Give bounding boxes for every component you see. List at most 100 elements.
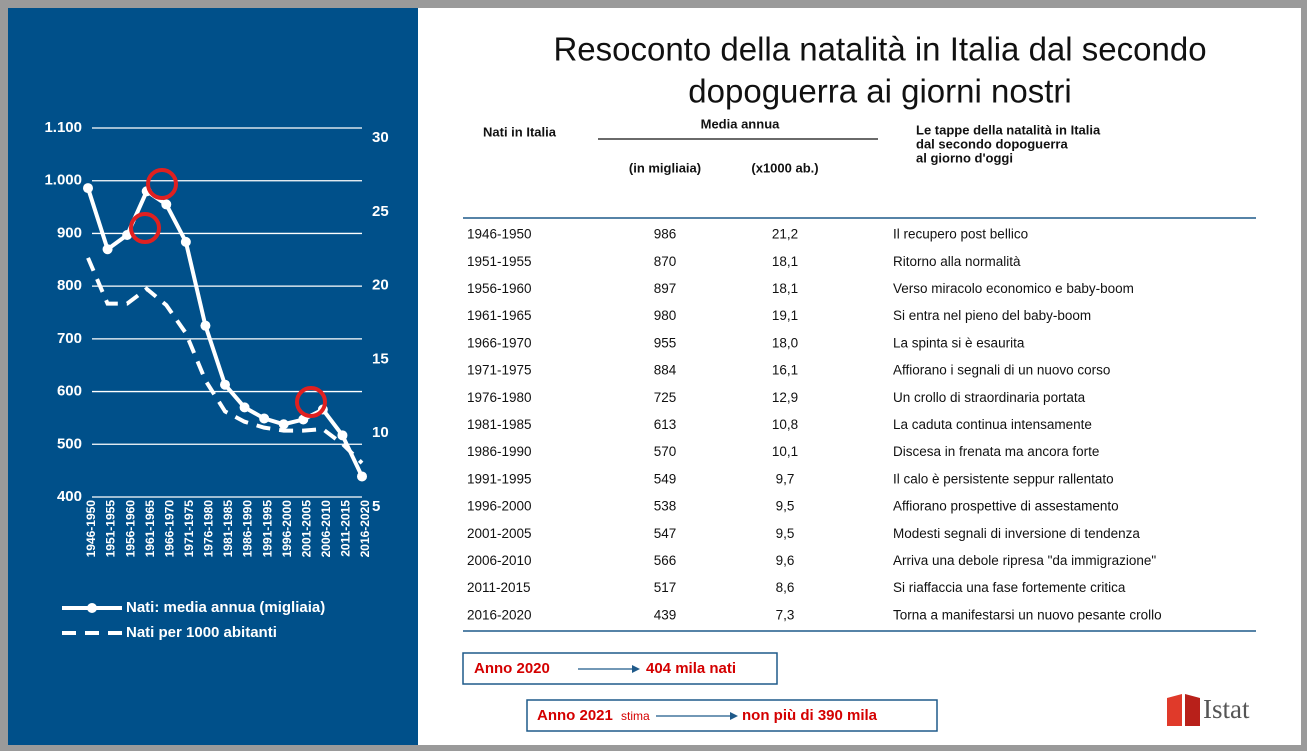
y-tick-label: 600 bbox=[57, 383, 82, 400]
cell-rate: 8,6 bbox=[776, 580, 795, 595]
column-header: dal secondo dopoguerra bbox=[916, 136, 1068, 151]
note-result: 404 mila nati bbox=[646, 660, 736, 677]
cell-rate: 9,5 bbox=[776, 499, 795, 514]
title-line: dopoguerra ai giorni nostri bbox=[688, 73, 1071, 110]
cell-thousands: 986 bbox=[654, 227, 677, 242]
y2-tick-label: 5 bbox=[372, 498, 380, 515]
cell-thousands: 955 bbox=[654, 335, 677, 350]
cell-description: Affiorano i segnali di un nuovo corso bbox=[893, 363, 1110, 378]
cell-rate: 18,1 bbox=[772, 254, 798, 269]
y2-tick-label: 30 bbox=[372, 129, 389, 146]
cell-thousands: 980 bbox=[654, 308, 677, 323]
y2-tick-label: 25 bbox=[372, 203, 389, 220]
cell-rate: 9,6 bbox=[776, 553, 795, 568]
cell-rate: 16,1 bbox=[772, 363, 798, 378]
x-tick-label: 1966-1970 bbox=[162, 500, 176, 558]
legend-marker bbox=[87, 603, 97, 613]
y-tick-label: 400 bbox=[57, 488, 82, 505]
cell-thousands: 870 bbox=[654, 254, 677, 269]
column-header: Le tappe della natalità in Italia bbox=[916, 122, 1101, 137]
y-tick-label: 900 bbox=[57, 224, 82, 241]
point bbox=[357, 471, 367, 482]
cell-period: 1996-2000 bbox=[467, 499, 532, 514]
cell-thousands: 566 bbox=[654, 553, 677, 568]
column-header: (in migliaia) bbox=[629, 160, 701, 175]
highlight-circle bbox=[295, 386, 327, 418]
chart-panel bbox=[8, 8, 418, 745]
note-result: non più di 390 mila bbox=[742, 707, 878, 724]
x-tick-label: 2016-2020 bbox=[358, 500, 372, 558]
cell-description: Affiorano prospettive di assestamento bbox=[893, 499, 1119, 514]
cell-thousands: 725 bbox=[654, 390, 677, 405]
cell-period: 1951-1955 bbox=[467, 254, 532, 269]
point bbox=[122, 230, 133, 241]
cell-period: 1961-1965 bbox=[467, 308, 532, 323]
cell-period: 2011-2015 bbox=[467, 580, 531, 595]
cell-description: Torna a manifestarsi un nuovo pesante cr… bbox=[893, 607, 1162, 622]
y-tick-label: 1.000 bbox=[44, 172, 82, 189]
cell-rate: 12,9 bbox=[772, 390, 798, 405]
cell-period: 1981-1985 bbox=[467, 417, 532, 432]
cell-period: 2001-2005 bbox=[467, 526, 532, 541]
x-tick-label: 1946-1950 bbox=[84, 500, 98, 558]
point bbox=[259, 413, 270, 424]
cell-description: Discesa in frenata ma ancora forte bbox=[893, 444, 1099, 459]
highlight-circle bbox=[146, 168, 178, 200]
x-tick-label: 2006-2010 bbox=[319, 500, 333, 558]
point bbox=[337, 430, 348, 441]
legend-label: Nati per 1000 abitanti bbox=[126, 624, 277, 641]
point bbox=[161, 199, 172, 210]
y-tick-label: 1.100 bbox=[44, 119, 82, 136]
cell-period: 1986-1990 bbox=[467, 444, 532, 459]
cell-description: Si riaffaccia una fase fortemente critic… bbox=[893, 580, 1126, 595]
cell-thousands: 517 bbox=[654, 580, 677, 595]
logo-text: Istat bbox=[1203, 694, 1250, 724]
x-tick-label: 2011-2015 bbox=[339, 500, 353, 557]
cell-rate: 9,7 bbox=[776, 471, 795, 486]
cell-period: 1976-1980 bbox=[467, 390, 532, 405]
cell-description: Un crollo di straordinaria portata bbox=[893, 390, 1086, 405]
cell-period: 1971-1975 bbox=[467, 363, 532, 378]
y-tick-label: 700 bbox=[57, 330, 82, 347]
cell-description: Arriva una debole ripresa "da immigrazio… bbox=[893, 553, 1156, 568]
cell-description: Si entra nel pieno del baby-boom bbox=[893, 308, 1091, 323]
cell-description: Il calo è persistente seppur rallentato bbox=[893, 471, 1114, 486]
cell-thousands: 884 bbox=[654, 363, 677, 378]
point bbox=[239, 402, 250, 413]
y2-tick-label: 20 bbox=[372, 277, 389, 294]
y2-tick-label: 15 bbox=[372, 350, 389, 367]
cell-period: 1991-1995 bbox=[467, 471, 532, 486]
cell-rate: 18,0 bbox=[772, 335, 798, 350]
table: Nati in Italia Media annua (in migliaia)… bbox=[463, 116, 1256, 632]
note-year: Anno 2021 bbox=[537, 707, 613, 724]
x-tick-label: 1961-1965 bbox=[143, 500, 157, 558]
logo-mark bbox=[1185, 694, 1200, 726]
cell-period: 2006-2010 bbox=[467, 553, 532, 568]
point bbox=[200, 320, 211, 331]
point bbox=[180, 236, 191, 247]
cell-thousands: 549 bbox=[654, 471, 677, 486]
y-tick-label: 500 bbox=[57, 435, 82, 452]
cell-rate: 10,8 bbox=[772, 417, 798, 432]
column-header: (x1000 ab.) bbox=[751, 160, 818, 175]
column-header: Nati in Italia bbox=[483, 124, 557, 139]
point bbox=[220, 379, 230, 390]
x-tick-label: 1981-1985 bbox=[221, 500, 235, 558]
point bbox=[83, 183, 93, 194]
cell-thousands: 570 bbox=[654, 444, 677, 459]
cell-period: 2016-2020 bbox=[467, 607, 532, 622]
cell-period: 1956-1960 bbox=[467, 281, 532, 296]
y2-tick-label: 10 bbox=[372, 424, 389, 441]
x-tick-label: 1996-2000 bbox=[280, 500, 294, 558]
x-tick-label: 1986-1990 bbox=[241, 500, 255, 558]
cell-description: Modesti segnali di inversione di tendenz… bbox=[893, 526, 1140, 541]
cell-thousands: 897 bbox=[654, 281, 677, 296]
cell-description: Ritorno alla normalità bbox=[893, 254, 1021, 269]
cell-thousands: 547 bbox=[654, 526, 677, 541]
cell-rate: 7,3 bbox=[776, 607, 795, 622]
cell-rate: 9,5 bbox=[776, 526, 795, 541]
cell-thousands: 613 bbox=[654, 417, 677, 432]
series-line bbox=[86, 257, 364, 465]
